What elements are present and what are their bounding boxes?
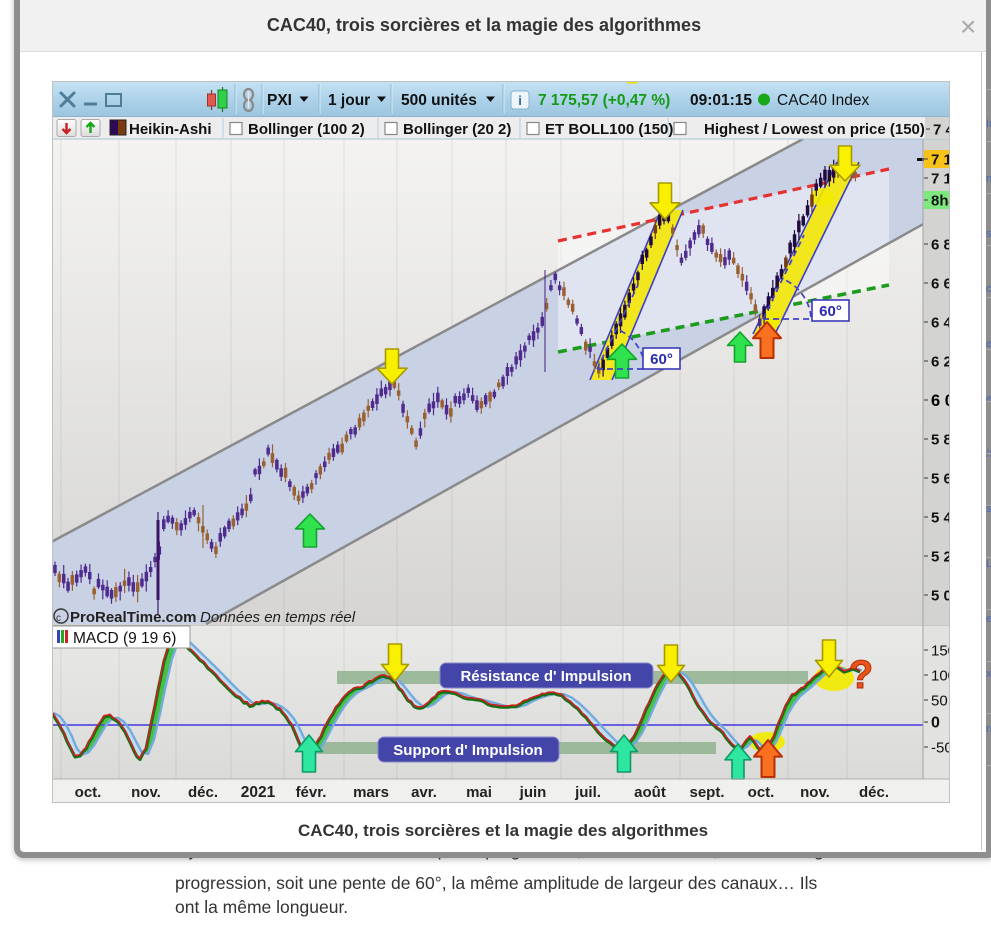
svg-text:CAC40 Index: CAC40 Index	[777, 92, 869, 109]
svg-text:5 200: 5 200	[931, 549, 950, 566]
svg-text:sept.: sept.	[689, 784, 724, 801]
svg-text:6 400: 6 400	[931, 315, 950, 332]
svg-text:i: i	[518, 93, 522, 108]
svg-text:0: 0	[931, 715, 940, 732]
svg-text:MACD (9 19 6): MACD (9 19 6)	[73, 630, 176, 647]
svg-text:oct.: oct.	[75, 784, 102, 801]
svg-text:Support d' Impulsion: Support d' Impulsion	[393, 742, 542, 759]
svg-text:100: 100	[931, 668, 950, 685]
svg-text:6 000: 6 000	[931, 392, 950, 410]
svg-text:déc.: déc.	[859, 784, 889, 801]
svg-text:avr.: avr.	[411, 784, 437, 801]
svg-text:-50: -50	[931, 740, 950, 757]
svg-text:6 600: 6 600	[931, 276, 950, 293]
svg-text:09:01:15: 09:01:15	[690, 92, 752, 109]
svg-text:6 200: 6 200	[931, 354, 950, 371]
svg-text:août: août	[634, 784, 666, 801]
svg-text:PXI: PXI	[267, 92, 292, 109]
svg-text:50: 50	[931, 693, 948, 710]
svg-text:5 000: 5 000	[931, 588, 950, 605]
svg-text:nov.: nov.	[800, 784, 830, 801]
svg-text:déc.: déc.	[188, 784, 218, 801]
svg-text:60°: 60°	[819, 303, 842, 320]
svg-text:7 400: 7 400	[933, 122, 950, 139]
svg-text:Bollinger (100 2): Bollinger (100 2)	[248, 121, 365, 138]
svg-text:Highest / Lowest on price (150: Highest / Lowest on price (150)	[704, 121, 925, 138]
svg-text:7 175,57 (+0,47 %): 7 175,57 (+0,47 %)	[538, 92, 670, 109]
svg-text:Données en temps réel: Données en temps réel	[200, 609, 356, 626]
svg-text:Heikin-Ashi: Heikin-Ashi	[129, 121, 212, 138]
svg-text:150: 150	[931, 643, 950, 660]
svg-text:ET BOLL100 (150): ET BOLL100 (150)	[545, 121, 673, 138]
svg-text:oct.: oct.	[748, 784, 775, 801]
svg-text:500 unités: 500 unités	[401, 92, 477, 109]
svg-text:févr.: févr.	[296, 784, 327, 801]
svg-text:5 400: 5 400	[931, 510, 950, 527]
svg-text:6 800: 6 800	[931, 237, 950, 254]
svg-text:7 142: 7 142	[931, 171, 950, 188]
svg-text:juil.: juil.	[574, 784, 601, 801]
svg-text:Bollinger (20 2): Bollinger (20 2)	[403, 121, 511, 138]
svg-text:5 600: 5 600	[931, 471, 950, 488]
svg-text:mai: mai	[466, 784, 492, 801]
svg-text:?: ?	[849, 653, 873, 697]
svg-text:60°: 60°	[650, 351, 673, 368]
svg-text:mars: mars	[353, 784, 389, 801]
svg-text:nov.: nov.	[131, 784, 161, 801]
svg-text:1 jour: 1 jour	[328, 92, 370, 109]
svg-text:5 800: 5 800	[931, 432, 950, 449]
svg-text:8h45: 8h45	[931, 193, 950, 210]
svg-text:7 175,57: 7 175,57	[931, 152, 950, 169]
svg-text:2021: 2021	[241, 784, 276, 801]
svg-text:ProRealTime.com: ProRealTime.com	[70, 609, 196, 626]
svg-text:c: c	[56, 613, 61, 624]
svg-text:juin: juin	[519, 784, 547, 801]
svg-text:Résistance d' Impulsion: Résistance d' Impulsion	[460, 668, 631, 685]
